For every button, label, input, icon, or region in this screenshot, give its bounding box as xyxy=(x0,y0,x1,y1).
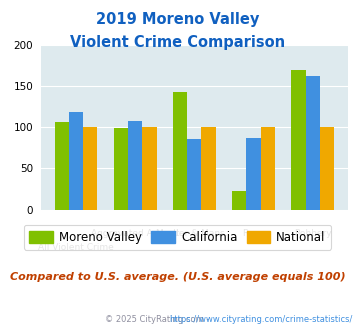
Bar xyxy=(261,127,275,210)
Bar xyxy=(187,139,201,210)
Text: Aggravated Assault: Aggravated Assault xyxy=(91,229,180,238)
Bar xyxy=(114,128,128,210)
Bar xyxy=(201,127,215,210)
Text: Violent Crime Comparison: Violent Crime Comparison xyxy=(70,35,285,50)
Bar xyxy=(128,121,142,210)
Text: Robbery: Robbery xyxy=(294,229,332,238)
Bar xyxy=(320,127,334,210)
Bar xyxy=(55,122,69,210)
Bar xyxy=(173,92,187,210)
Text: Murder & Mans...: Murder & Mans... xyxy=(156,229,233,238)
Bar xyxy=(232,190,246,210)
Text: Rape: Rape xyxy=(242,229,265,238)
Bar xyxy=(69,112,83,210)
Text: Compared to U.S. average. (U.S. average equals 100): Compared to U.S. average. (U.S. average … xyxy=(10,272,345,282)
Bar xyxy=(83,127,97,210)
Text: 2019 Moreno Valley: 2019 Moreno Valley xyxy=(96,12,259,26)
Text: All Violent Crime: All Violent Crime xyxy=(38,243,114,252)
Bar xyxy=(246,138,261,210)
Legend: Moreno Valley, California, National: Moreno Valley, California, National xyxy=(23,225,332,250)
Bar xyxy=(291,70,306,210)
Bar xyxy=(142,127,157,210)
Bar xyxy=(306,76,320,210)
Text: https://www.cityrating.com/crime-statistics/: https://www.cityrating.com/crime-statist… xyxy=(170,315,353,324)
Text: © 2025 CityRating.com -: © 2025 CityRating.com - xyxy=(105,315,212,324)
